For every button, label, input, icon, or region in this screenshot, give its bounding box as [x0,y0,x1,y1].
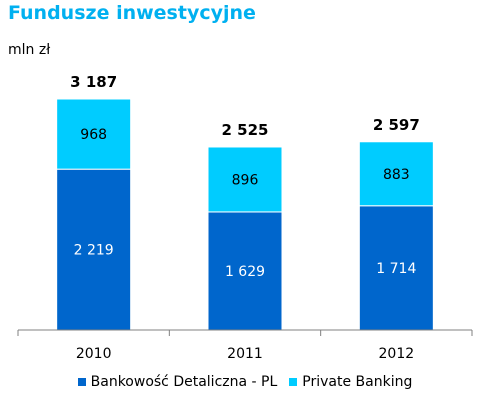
chart-legend: Bankowość Detaliczna - PL Private Bankin… [0,374,490,390]
legend-swatch-series-1 [289,378,298,386]
bar-2011-series-1 [207,146,283,213]
legend-swatch-series-0 [77,378,86,386]
data-label-2010-series-1: 968 [80,127,107,143]
x-tick-label-2012: 2012 [379,346,415,362]
legend-label-series-1: Private Banking [302,374,413,390]
legend-item-series-0: Bankowość Detaliczna - PL [77,374,278,390]
data-label-2012-series-1: 883 [383,167,410,183]
unit-label: mln zł [8,42,51,58]
legend-label-series-0: Bankowość Detaliczna - PL [90,374,278,390]
bar-2012-series-1 [358,141,434,207]
data-label-2010-series-0: 2 219 [74,243,114,259]
data-label-2012-series-0: 1 714 [376,261,416,277]
bar-2010-series-0 [56,168,132,331]
total-label-2011: 2 525 [222,121,269,139]
x-tick-label-2011: 2011 [227,346,263,362]
bar-2011-series-0 [207,211,283,331]
total-label-2010: 3 187 [70,73,117,91]
total-label-2012: 2 597 [373,116,420,134]
chart-title: Fundusze inwestycyjne [8,2,256,24]
legend-item-series-1: Private Banking [289,374,412,390]
data-label-2011-series-1: 896 [232,172,259,188]
x-tick-label-2010: 2010 [76,346,112,362]
data-label-2011-series-0: 1 629 [225,264,265,280]
bar-2010-series-1 [56,98,132,170]
